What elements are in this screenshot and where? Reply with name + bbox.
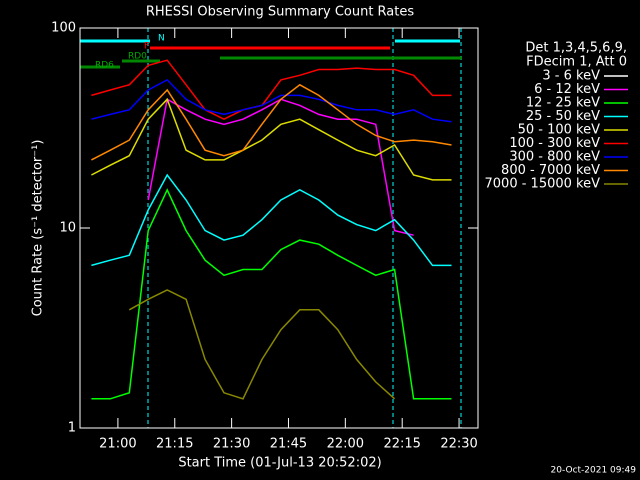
x-axis-label: Start Time (01-Jul-13 20:52:02) <box>178 456 381 471</box>
series-line <box>91 59 452 121</box>
annotation: RD6 <box>95 61 114 71</box>
legend-label: 25 - 50 keV <box>526 109 600 124</box>
annotation: N <box>158 34 165 44</box>
legend-label: 300 - 800 keV <box>509 150 600 165</box>
series-line <box>91 97 452 181</box>
legend-label: 3 - 6 keV <box>542 69 600 84</box>
x-tick-label: 21:30 <box>213 437 250 452</box>
legend-label: 12 - 25 keV <box>526 96 600 111</box>
plot-frame <box>79 27 479 429</box>
x-tick-label: 22:15 <box>383 437 420 452</box>
legend-label: 100 - 300 keV <box>509 136 600 151</box>
footer: 20-Oct-2021 09:49 <box>551 466 637 476</box>
x-tick-label: 21:00 <box>99 437 136 452</box>
series-line <box>91 78 452 123</box>
legend-header: FDecim 1, Att 0 <box>526 55 627 70</box>
annotation: F <box>144 42 149 52</box>
legend-label: 800 - 7000 keV <box>501 163 600 178</box>
y-tick-label: 10 <box>59 221 76 236</box>
series-line <box>91 83 452 161</box>
annotation: RD0 <box>128 52 147 62</box>
series-line <box>128 289 396 400</box>
series-line <box>91 173 452 267</box>
legend-label: 50 - 100 keV <box>518 123 601 138</box>
x-tick-label: 22:00 <box>327 437 364 452</box>
y-tick-label: 100 <box>51 21 76 36</box>
series-line <box>91 188 452 400</box>
series-line <box>147 98 414 236</box>
legend-label: 7000 - 15000 keV <box>485 177 601 192</box>
x-tick-label: 21:15 <box>156 437 193 452</box>
y-axis-label: Count Rate (s⁻¹ detector⁻¹) <box>31 140 46 317</box>
legend-label: 6 - 12 keV <box>534 82 600 97</box>
x-tick-label: 21:45 <box>270 437 307 452</box>
legend-header: Det 1,3,4,5,6,9, <box>525 41 627 56</box>
y-tick-label: 1 <box>68 421 76 436</box>
series-line <box>147 84 415 349</box>
chart-title: RHESSI Observing Summary Count Rates <box>146 5 415 20</box>
x-tick-label: 22:30 <box>440 437 477 452</box>
